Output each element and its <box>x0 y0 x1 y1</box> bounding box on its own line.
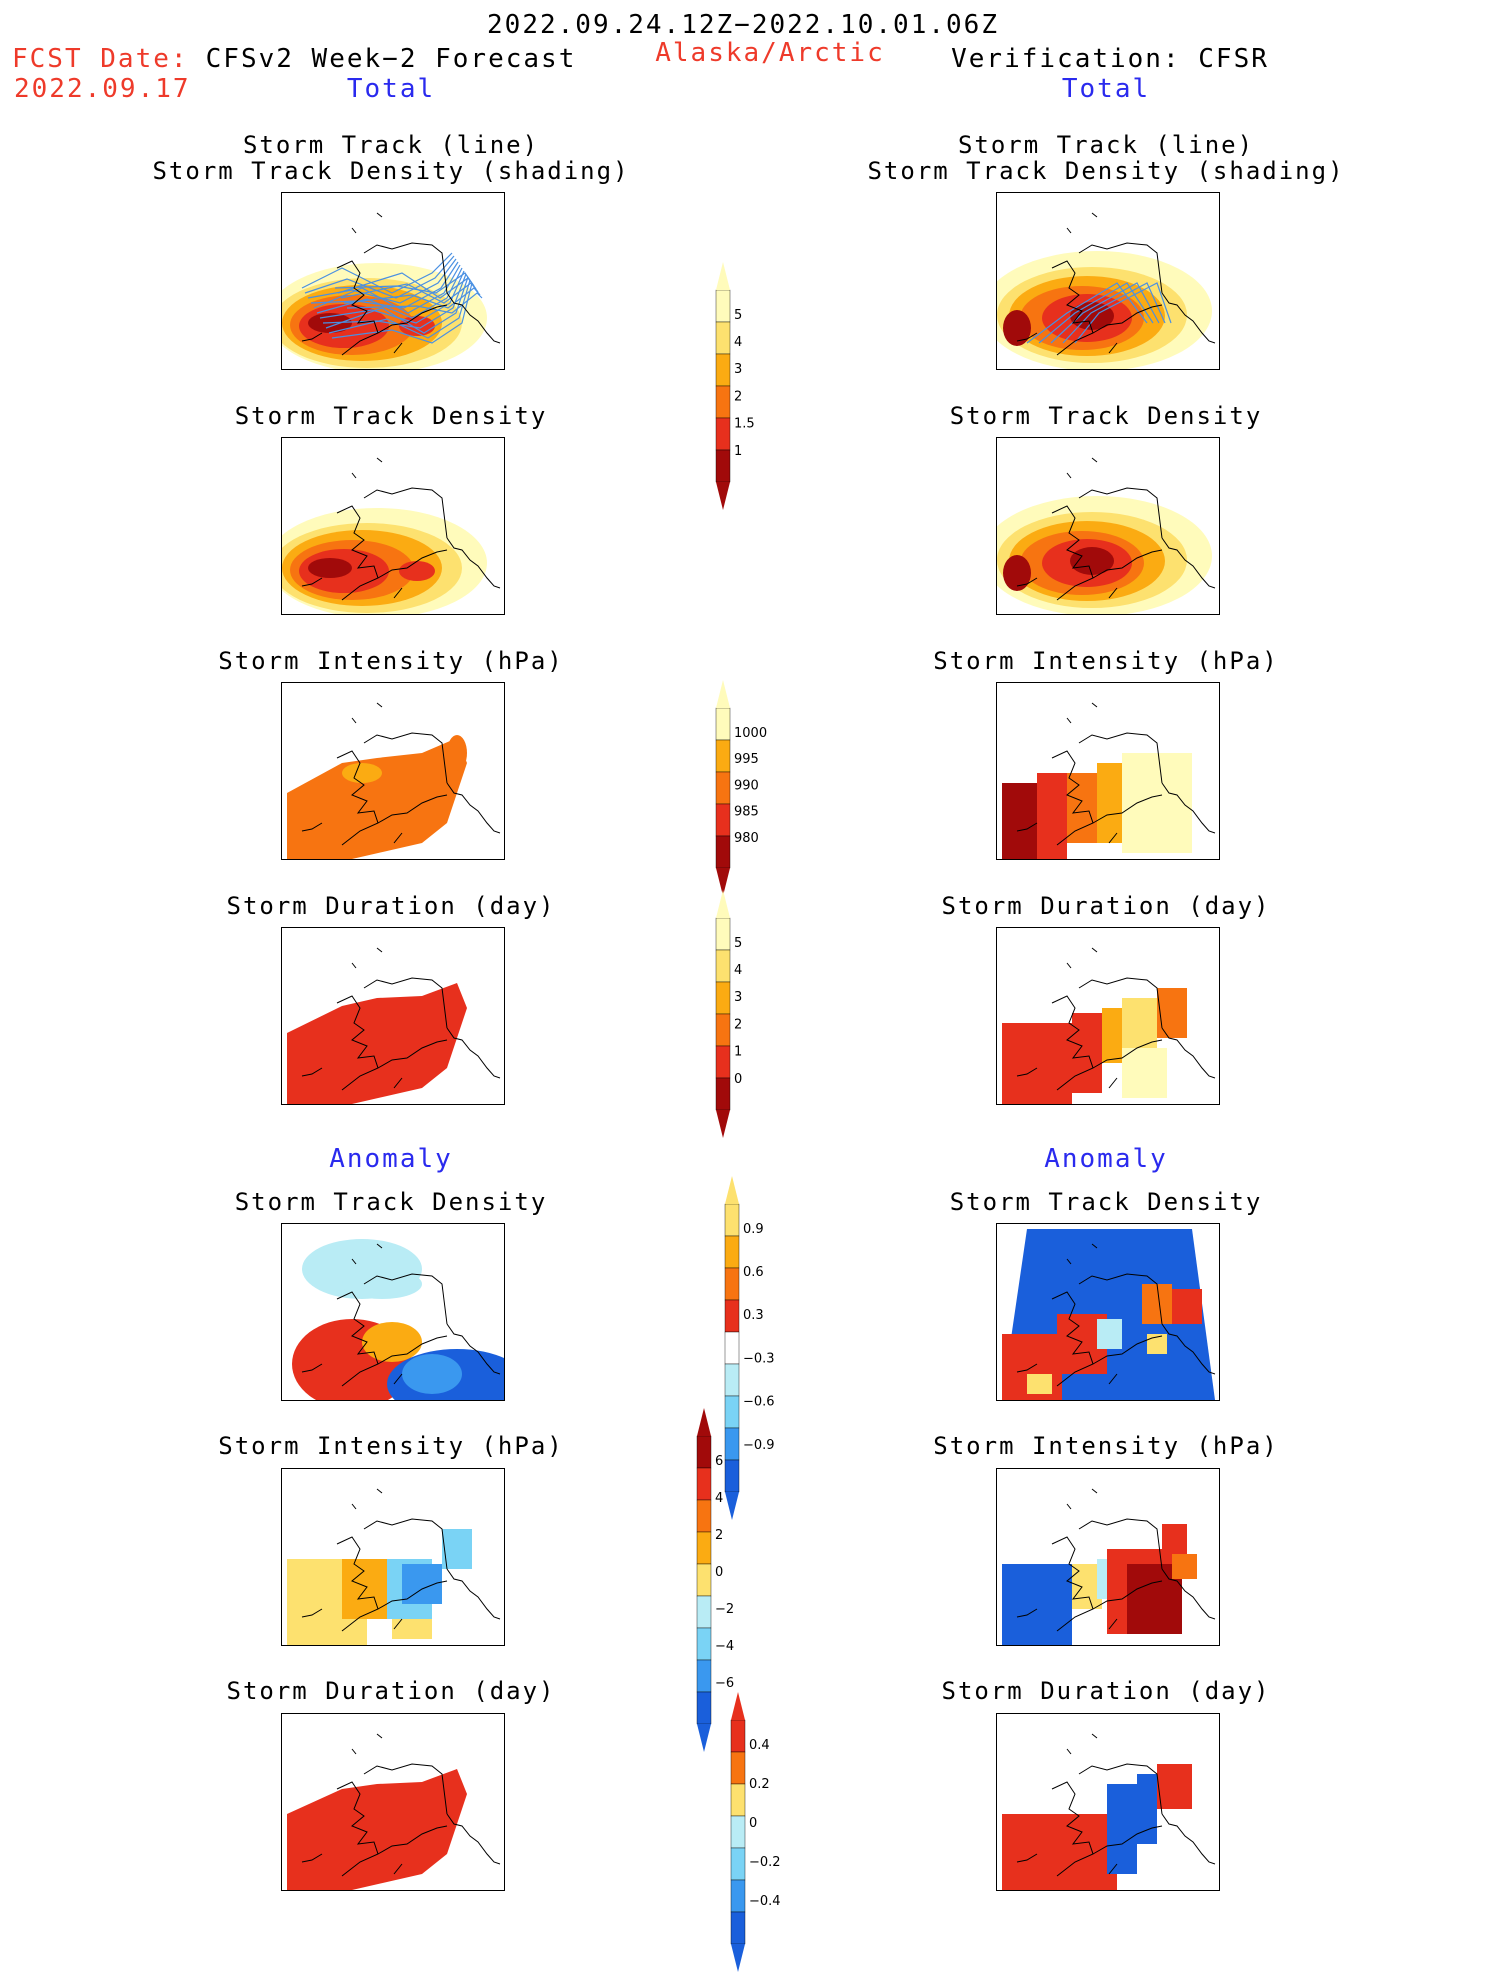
colorbar-tick-label: −0.9 <box>743 1438 775 1453</box>
colorbar-tick-label: −6 <box>715 1676 734 1691</box>
right-anom-intensity-title: Storm Intensity (hPa) <box>933 1432 1279 1460</box>
colorbar-tick-label: 0.4 <box>749 1738 770 1753</box>
colorbar-intensity-total: 1000 995 990 985 980 <box>715 680 786 900</box>
right-anom-duration-title: Storm Duration (day) <box>941 1677 1271 1705</box>
left-intensity-title: Storm Intensity (hPa) <box>218 647 564 675</box>
colorbar-density-total: 5 4 3 2 1.5 1 <box>715 262 786 514</box>
map-fcst-anom-density <box>281 1223 505 1401</box>
right-total-label: Total <box>1061 74 1151 104</box>
colorbar-duration-anom: 0.4 0.2 0 −0.2 −0.4 <box>730 1692 801 1976</box>
map-fcst-storm-density <box>281 437 505 615</box>
map-fcst-storm-intensity <box>281 682 505 860</box>
map-verif-anom-duration <box>996 1713 1220 1891</box>
left-anomaly-label: Anomaly <box>329 1144 453 1174</box>
colorbar-tick-label: 4 <box>715 1491 723 1506</box>
left-anom-intensity-title: Storm Intensity (hPa) <box>218 1432 564 1460</box>
colorbar-tick-label: 0.9 <box>743 1222 764 1237</box>
map-verif-storm-density <box>996 437 1220 615</box>
colorbar-tick-label: 4 <box>734 335 742 350</box>
colorbar-tick-label: 5 <box>734 936 742 951</box>
map-verif-anom-density <box>996 1223 1220 1401</box>
colorbar-tick-label: 1000 <box>734 726 767 741</box>
map-fcst-anom-duration <box>281 1713 505 1891</box>
colorbar-tick-label: 980 <box>734 831 759 846</box>
colorbar-tick-label: −0.2 <box>749 1855 781 1870</box>
colorbar-tick-label: −0.3 <box>743 1351 775 1366</box>
colorbar-tick-label: 2 <box>734 389 742 404</box>
colorbar-tick-label: 0 <box>734 1072 742 1087</box>
colorbar-tick-label: 2 <box>715 1528 723 1543</box>
map-verif-anom-intensity <box>996 1468 1220 1646</box>
left-track-title-1: Storm Track (line) <box>242 131 540 159</box>
map-verif-storm-intensity <box>996 682 1220 860</box>
colorbar-tick-label: 2 <box>734 1017 742 1032</box>
left-anom-density-title: Storm Track Density <box>234 1188 548 1216</box>
colorbar-density-anom: 0.9 0.6 0.3 −0.3 −0.6 −0.9 <box>724 1176 795 1524</box>
colorbar-tick-label: 3 <box>734 362 742 377</box>
colorbar-tick-label: 0 <box>715 1565 723 1580</box>
date-range: 2022.09.24.12Z−2022.10.01.06Z <box>487 10 999 40</box>
fcst-date-label: FCST Date: <box>12 44 189 74</box>
colorbar-intensity-anom: 6 4 2 0 −2 −4 −6 <box>696 1408 767 1756</box>
right-track-title-2: Storm Track Density (shading) <box>867 157 1345 185</box>
right-intensity-title: Storm Intensity (hPa) <box>933 647 1279 675</box>
colorbar-tick-label: 6 <box>715 1454 723 1469</box>
fcst-date: 2022.09.17 <box>14 74 191 104</box>
left-density-title: Storm Track Density <box>234 402 548 430</box>
colorbar-tick-label: 0.6 <box>743 1265 764 1280</box>
map-fcst-anom-intensity <box>281 1468 505 1646</box>
colorbar-tick-label: −4 <box>715 1639 734 1654</box>
left-track-title-2: Storm Track Density (shading) <box>152 157 630 185</box>
colorbar-tick-label: 1.5 <box>734 417 755 432</box>
colorbar-tick-label: 4 <box>734 963 742 978</box>
left-total-label: Total <box>346 74 436 104</box>
colorbar-tick-label: 0.2 <box>749 1777 770 1792</box>
colorbar-tick-label: 985 <box>734 805 759 820</box>
colorbar-tick-label: 5 <box>734 308 742 323</box>
left-duration-title: Storm Duration (day) <box>226 892 556 920</box>
right-anom-density-title: Storm Track Density <box>949 1188 1263 1216</box>
right-model-title: Verification: CFSR <box>951 44 1269 74</box>
map-verif-storm-duration <box>996 927 1220 1105</box>
map-fcst-storm-track <box>281 192 505 370</box>
left-anom-duration-title: Storm Duration (day) <box>226 1677 556 1705</box>
colorbar-tick-label: −0.4 <box>749 1894 781 1909</box>
right-density-title: Storm Track Density <box>949 402 1263 430</box>
colorbar-tick-label: 1 <box>734 1045 742 1060</box>
colorbar-tick-label: −0.6 <box>743 1395 775 1410</box>
map-fcst-storm-duration <box>281 927 505 1105</box>
right-track-title-1: Storm Track (line) <box>957 131 1255 159</box>
colorbar-tick-label: 0 <box>749 1816 757 1831</box>
colorbar-tick-label: 1 <box>734 444 742 459</box>
left-model-title: CFSv2 Week−2 Forecast <box>205 44 577 74</box>
map-verif-storm-track <box>996 192 1220 370</box>
colorbar-duration-total: 5 4 3 2 1 0 <box>715 890 786 1142</box>
colorbar-tick-label: 3 <box>734 990 742 1005</box>
region-title: Alaska/Arctic <box>655 38 885 68</box>
right-anomaly-label: Anomaly <box>1044 1144 1168 1174</box>
right-duration-title: Storm Duration (day) <box>941 892 1271 920</box>
colorbar-tick-label: 990 <box>734 778 759 793</box>
colorbar-tick-label: −2 <box>715 1602 734 1617</box>
colorbar-tick-label: 0.3 <box>743 1308 764 1323</box>
colorbar-tick-label: 995 <box>734 752 759 767</box>
